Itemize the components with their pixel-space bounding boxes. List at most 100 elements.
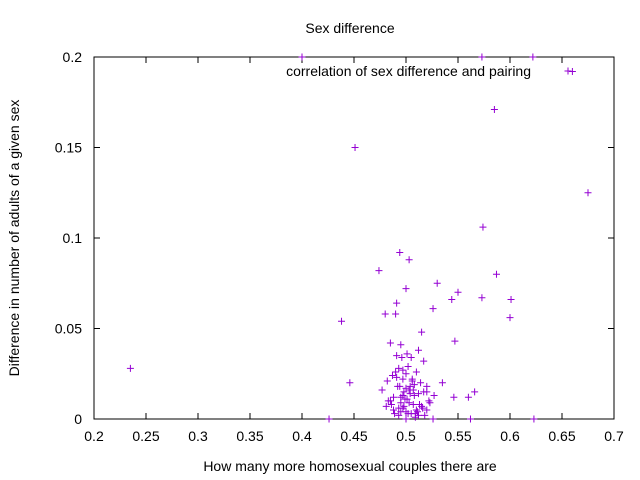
x-tick-label: 0.2 — [84, 428, 104, 444]
data-point — [351, 144, 359, 151]
data-point — [401, 395, 409, 403]
chart-title: Sex difference — [305, 20, 394, 36]
data-point — [388, 372, 396, 380]
data-point — [506, 314, 514, 322]
data-point — [407, 353, 415, 361]
data-point — [421, 411, 429, 419]
data-point — [375, 267, 383, 275]
data-point — [393, 352, 401, 360]
data-point — [386, 397, 394, 405]
data-point — [433, 279, 441, 287]
data-point — [402, 415, 410, 423]
x-tick-label: 0.3 — [188, 428, 208, 444]
plot-area-border — [93, 56, 615, 420]
data-point — [386, 339, 394, 347]
data-point — [448, 296, 456, 304]
data-point — [492, 270, 500, 278]
data-point — [325, 415, 333, 423]
data-point — [338, 317, 346, 325]
data-point — [451, 337, 459, 345]
data-point — [466, 415, 474, 423]
data-point — [410, 381, 418, 389]
data-point — [430, 391, 438, 399]
data-point — [383, 377, 391, 385]
data-point — [414, 390, 422, 398]
data-point — [568, 67, 576, 75]
data-point — [396, 248, 404, 256]
data-point — [414, 346, 422, 354]
data-point — [429, 415, 437, 423]
data-point — [397, 341, 405, 349]
data-point — [393, 373, 401, 381]
data-point — [423, 406, 431, 414]
x-tick-label: 0.25 — [132, 428, 159, 444]
data-point — [397, 408, 405, 416]
y-tick-label: 0.05 — [55, 321, 82, 337]
data-point — [406, 382, 414, 390]
y-axis-label: Difference in number of adults of a give… — [6, 100, 22, 377]
y-tick-label: 0.2 — [63, 49, 83, 65]
data-point — [381, 310, 389, 318]
data-point — [390, 393, 398, 401]
legend-label: correlation of sex difference and pairin… — [286, 63, 531, 79]
data-point — [391, 410, 399, 418]
data-point — [390, 406, 398, 414]
x-axis: 0.2 0.25 0.3 0.35 0.4 0.45 0.5 0.55 0.6 0.65 0.7 — [84, 57, 624, 444]
data-point — [411, 413, 419, 421]
data-point — [387, 401, 395, 409]
data-point — [404, 363, 412, 371]
data-point — [454, 288, 462, 296]
x-tick-label: 0.35 — [236, 428, 263, 444]
data-points — [126, 53, 592, 423]
data-point — [438, 379, 446, 387]
data-point — [404, 410, 412, 418]
data-point — [490, 105, 498, 113]
data-point — [396, 382, 404, 390]
data-point — [414, 411, 422, 419]
data-point — [399, 375, 407, 383]
data-point — [397, 393, 405, 401]
data-point — [403, 350, 411, 358]
data-point — [426, 399, 434, 407]
data-point — [416, 401, 424, 409]
data-point — [412, 406, 420, 414]
data-point — [429, 305, 437, 313]
data-point — [425, 397, 433, 405]
data-point — [399, 404, 407, 412]
data-point — [346, 379, 354, 387]
data-point — [405, 399, 413, 407]
data-point — [126, 364, 134, 372]
x-tick-label: 0.65 — [548, 428, 575, 444]
data-point — [410, 391, 418, 399]
data-point — [382, 402, 390, 410]
data-point — [507, 296, 515, 304]
y-tick-label: 0.1 — [63, 230, 83, 246]
data-point — [464, 393, 472, 401]
data-point — [418, 328, 426, 336]
data-point — [393, 299, 401, 307]
data-point — [392, 368, 400, 376]
data-point — [402, 370, 410, 378]
data-point — [420, 357, 428, 365]
data-point — [378, 386, 386, 394]
x-tick-label: 0.45 — [340, 428, 367, 444]
data-point — [471, 388, 479, 396]
data-point — [413, 408, 421, 416]
data-point — [402, 285, 410, 293]
data-point — [409, 401, 417, 409]
data-point — [409, 386, 417, 394]
data-point — [530, 415, 538, 423]
data-point — [400, 402, 408, 410]
data-point — [478, 53, 486, 61]
x-tick-label: 0.6 — [500, 428, 520, 444]
data-point — [479, 223, 487, 231]
x-tick-label: 0.55 — [444, 428, 471, 444]
x-tick-label: 0.7 — [604, 428, 624, 444]
data-point — [584, 189, 592, 197]
data-point — [417, 379, 425, 387]
data-point — [399, 366, 407, 374]
y-tick-label: 0 — [74, 411, 82, 427]
data-point — [405, 256, 413, 264]
data-point — [400, 388, 408, 396]
